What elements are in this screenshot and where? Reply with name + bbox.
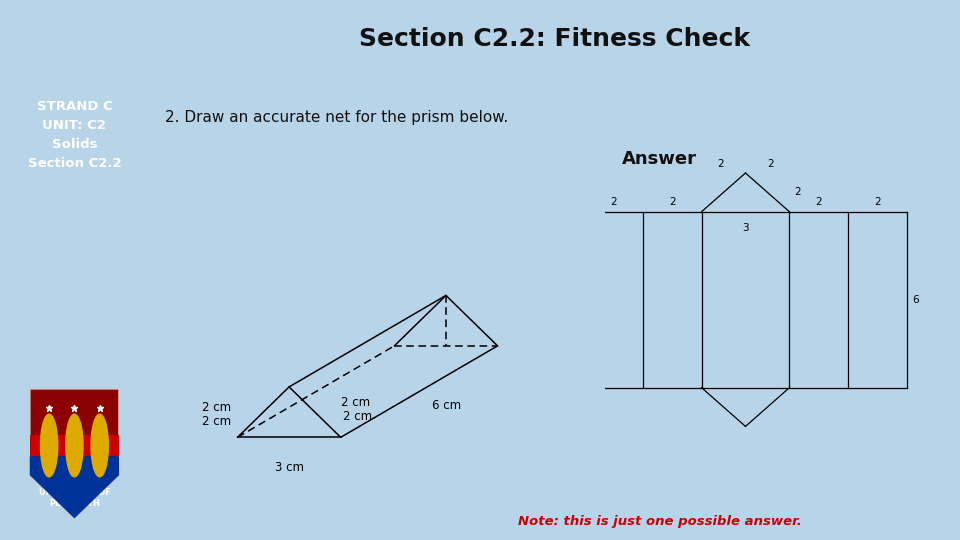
Text: 3: 3 <box>742 223 749 233</box>
Text: 6 cm: 6 cm <box>431 399 461 412</box>
Text: 2: 2 <box>815 198 822 207</box>
Text: 2: 2 <box>611 198 617 207</box>
Text: 2 cm: 2 cm <box>341 396 370 409</box>
Text: Answer: Answer <box>622 150 697 168</box>
Text: 6: 6 <box>913 295 919 305</box>
Text: 2 cm: 2 cm <box>343 410 372 423</box>
Polygon shape <box>30 456 119 518</box>
Text: 2 cm: 2 cm <box>203 401 231 414</box>
Text: Note: this is just one possible answer.: Note: this is just one possible answer. <box>518 515 802 528</box>
Polygon shape <box>30 435 119 456</box>
Text: 2: 2 <box>767 159 774 168</box>
Text: 2: 2 <box>795 187 802 198</box>
Text: 2: 2 <box>717 159 724 168</box>
Text: 2: 2 <box>669 198 676 207</box>
Circle shape <box>66 414 83 477</box>
Text: 2 cm: 2 cm <box>203 415 231 428</box>
Text: Section C2.2: Fitness Check: Section C2.2: Fitness Check <box>359 27 750 51</box>
Text: 2. Draw an accurate net for the prism below.: 2. Draw an accurate net for the prism be… <box>165 110 508 125</box>
Circle shape <box>40 414 58 477</box>
Text: STRAND C
UNIT: C2
Solids
Section C2.2: STRAND C UNIT: C2 Solids Section C2.2 <box>28 100 121 170</box>
Circle shape <box>91 414 108 477</box>
Polygon shape <box>30 389 119 518</box>
Text: UNIVERSITY OF
PLYMOUTH: UNIVERSITY OF PLYMOUTH <box>38 488 110 508</box>
Text: 2: 2 <box>874 198 880 207</box>
Text: 3 cm: 3 cm <box>275 461 303 474</box>
